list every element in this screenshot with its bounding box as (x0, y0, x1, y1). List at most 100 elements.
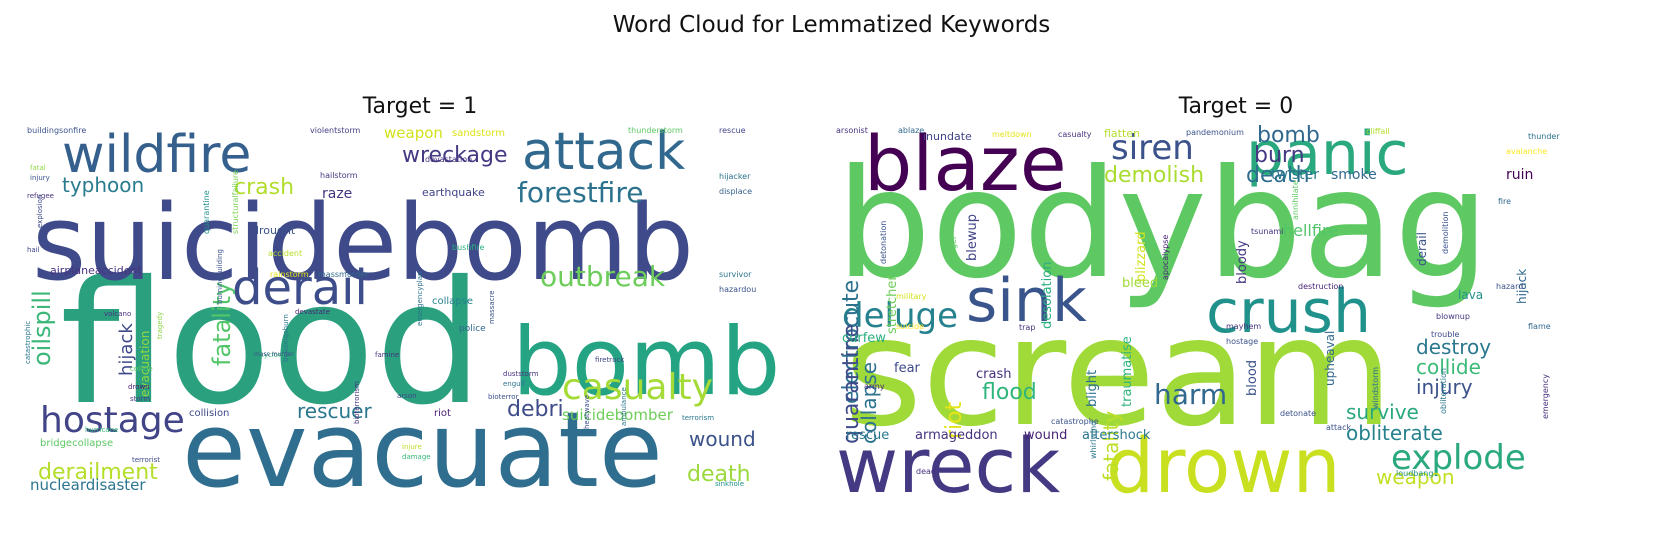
word-flood: flood (60, 245, 483, 443)
word-derail: derail (1415, 232, 1429, 266)
word-cloud-target-1: flood suicidebomb evacuate bomb wildfire atta… (22, 124, 818, 524)
word-suicide: suicide (896, 322, 924, 331)
word-destruction: destruction (1298, 282, 1343, 291)
word-obliteration: obliteration (1439, 368, 1448, 414)
word-devastation: devastation (425, 155, 472, 164)
word-inundate: inundate (923, 130, 972, 143)
word-bleed: bleed (1122, 276, 1158, 291)
word-suicidebomber: suicidebomber (562, 406, 674, 424)
word-siren: siren (1111, 128, 1194, 168)
word-military: military (896, 292, 927, 301)
word-bomb: bomb (512, 308, 780, 417)
word-panic: panic (1246, 124, 1409, 189)
word-wreckage: wreckage (402, 143, 508, 168)
word-aftershock: aftershock (1082, 428, 1151, 443)
word-annihilate: annihilate (1291, 180, 1300, 220)
word-bridgecollapse: bridgecollapse (40, 438, 113, 449)
word-trouble: trouble (1431, 330, 1460, 339)
word-suicidebomb: suicidebomb (32, 182, 694, 304)
word-scream: scream (844, 286, 1393, 460)
word-death: death (1246, 163, 1310, 188)
word-volcano: volcano (104, 310, 131, 318)
word-explosion: explosion (36, 195, 44, 228)
word-pandemonium: pandemonium (1186, 128, 1244, 137)
word-windstorm: windstorm (1371, 367, 1380, 409)
word-collision: collision (189, 408, 229, 419)
word-crash: crash (976, 367, 1011, 382)
word-flame: flame (1528, 322, 1551, 331)
word-hostage: hostage (40, 400, 185, 441)
word-blizzard: blizzard (1134, 232, 1149, 282)
word-oilspill: oilspill (28, 290, 56, 366)
word-collapse: collapse (432, 296, 473, 307)
word-quarantine: quarantine (202, 190, 211, 234)
word-emergencyplan: emergencyplan (416, 272, 424, 326)
word-death: death (687, 462, 751, 487)
word-hijacker: hijacker (719, 172, 751, 181)
word-destroy: destroy (1416, 335, 1491, 359)
word-outbreak: outbreak (540, 260, 666, 293)
word-drown: drown (1106, 421, 1341, 510)
word-flatten: flatten (1104, 127, 1140, 140)
word-obliterate: obliterate (1346, 421, 1443, 445)
word-wound: wound (1024, 428, 1067, 443)
word-burn: burn (1254, 143, 1305, 168)
word-storm: storm (130, 395, 150, 403)
word-blight: blight (1085, 370, 1100, 407)
left-cloud-title: Target = 1 (362, 94, 478, 119)
word-sinkhole: sinkhole (715, 480, 744, 488)
word-bushfire: bushfire (452, 243, 485, 252)
word-bloody: bloody (1235, 240, 1250, 284)
word-survivor: survivor (719, 270, 752, 279)
word-emergency: emergency (1541, 374, 1550, 419)
word-mayhem: mayhem (1226, 322, 1261, 331)
word-hailstorm: hailstorm (320, 171, 358, 180)
word-lava: lava (1458, 288, 1483, 302)
word-terrorism: terrorism (682, 414, 714, 422)
word-displace: displace (719, 187, 752, 196)
word-hazard: hazard (1496, 282, 1523, 291)
word-crash: crash (234, 175, 294, 200)
word-crush: crush (1206, 277, 1371, 347)
word-avalanche: avalanche (1506, 147, 1547, 156)
word-hellfire: hellfire (1283, 221, 1338, 240)
word-derailment: derailment (38, 460, 158, 485)
word-accident: accident (268, 249, 302, 258)
word-collide: collide (1416, 355, 1481, 379)
word-injure: injure (402, 443, 422, 451)
word-drown: drown (128, 383, 150, 391)
word-detonate: detonate (1280, 409, 1316, 418)
word-earthquake: earthquake (422, 186, 485, 199)
word-engulf: engulf (503, 380, 526, 388)
word-quarantine: quarantine (839, 324, 864, 444)
word-blood: blood (1245, 360, 1260, 396)
word-cliffall: cliffall (1366, 127, 1390, 136)
figure-title: Word Cloud for Lemmatized Keywords (612, 12, 1051, 38)
word-trap: trap (1019, 323, 1035, 332)
word-army: army (864, 382, 885, 391)
word-bomb: bomb (1257, 124, 1320, 148)
word-refugee: refugee (27, 192, 54, 200)
word-detonation: detonation (879, 221, 888, 264)
word-curfew: curfew (842, 331, 886, 346)
word-hijack: hijack (116, 323, 137, 376)
word-blaze: blaze (864, 124, 1067, 208)
word-arson: arson (397, 392, 417, 400)
word-deluge: deluge (842, 296, 958, 336)
word-electrocute: electrocute (839, 280, 864, 404)
word-nucleardisaster: nucleardisaster (30, 476, 146, 494)
word-hazardou: hazardou (719, 285, 756, 294)
word-weapon: weapon (384, 124, 443, 142)
word-massacre: massacre (488, 290, 496, 324)
word-twister: twister (1271, 167, 1319, 183)
word-damage: damage (402, 453, 431, 461)
word-apocalypse: apocalypse (1161, 235, 1170, 280)
word-bioterrorism: bioterrorism (353, 381, 361, 424)
word-blewup: blewup (965, 214, 980, 261)
word-ruin: ruin (1506, 167, 1533, 183)
word-buildingsburn: buildingsburn (282, 314, 290, 362)
word-arsonist: arsonist (836, 126, 868, 135)
word-violentstorm: violentstorm (310, 126, 361, 135)
word-harm: harm (1154, 378, 1227, 411)
word-fear: fear (894, 361, 921, 376)
